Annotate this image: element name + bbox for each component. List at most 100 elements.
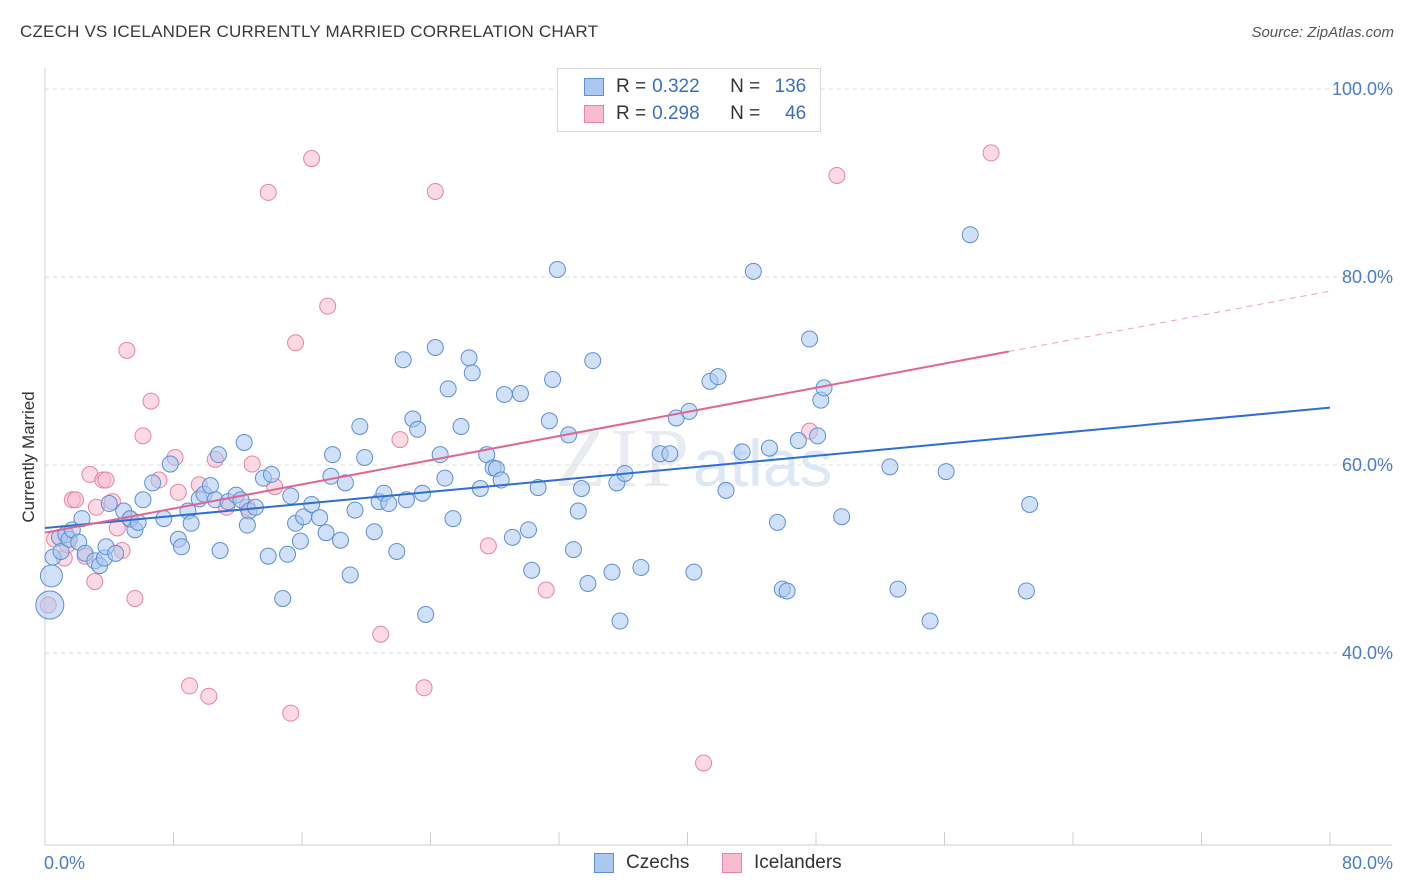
- czechs-point: [259, 547, 277, 565]
- icelanders-point: [287, 334, 305, 352]
- czechs-point: [460, 349, 478, 367]
- icelanders-point: [134, 427, 152, 445]
- legend-r-value: 0.298: [652, 103, 700, 124]
- czechs-point: [182, 514, 200, 532]
- czechs-point: [801, 330, 819, 348]
- y-tick-label: 100.0%: [1332, 79, 1393, 99]
- czechs-point: [388, 542, 406, 560]
- icelanders-points: [39, 144, 1000, 772]
- czechs-point: [768, 513, 786, 531]
- icelanders-point: [537, 581, 555, 599]
- icelanders-point: [243, 455, 261, 473]
- czechs-point: [100, 495, 118, 513]
- czechs-point: [279, 545, 297, 563]
- legend-n-value: 136: [774, 76, 807, 97]
- czechs-point: [584, 352, 602, 370]
- legend-n-label: N =: [730, 103, 761, 124]
- icelanders-point: [695, 754, 713, 772]
- icelanders-point: [67, 491, 85, 509]
- czechs-point: [322, 467, 340, 485]
- source-attribution: Source: ZipAtlas.com: [1251, 24, 1394, 41]
- czechs-point: [452, 417, 470, 435]
- czechs-point: [35, 590, 65, 620]
- czechs-point: [519, 521, 537, 539]
- czechs-point: [341, 566, 359, 584]
- czechs-point: [173, 538, 191, 556]
- czechs-swatch: [584, 78, 604, 96]
- czechs-trend-line: [44, 406, 1331, 529]
- czechs-point: [760, 439, 778, 457]
- czechs-point: [937, 463, 955, 481]
- czechs-point: [503, 528, 521, 546]
- czechs-point: [317, 524, 335, 542]
- tick-labels: 100.0% 80.0% 60.0% 40.0% 0.0% 80.0%: [44, 79, 1393, 873]
- icelanders-swatch: [584, 105, 604, 123]
- czechs-point: [778, 582, 796, 600]
- icelanders-point: [97, 471, 115, 489]
- icelanders-point: [426, 182, 444, 200]
- czechs-point: [463, 364, 481, 382]
- chart-title: CZECH VS ICELANDER CURRENTLY MARRIED COR…: [20, 22, 599, 41]
- czechs-point: [134, 491, 152, 509]
- czechs-point: [211, 542, 229, 560]
- czechs-point: [1021, 495, 1039, 513]
- czechs-point: [603, 563, 621, 581]
- icelanders-trend-extension: [1008, 290, 1331, 352]
- czechs-point: [611, 612, 629, 630]
- czechs-point: [744, 262, 762, 280]
- czechs-point: [291, 532, 309, 550]
- czechs-point: [523, 561, 541, 579]
- czechs-point: [409, 420, 427, 438]
- czechs-point: [709, 368, 727, 386]
- icelanders-legend-swatch: [722, 853, 742, 873]
- legend-n-label: N =: [730, 76, 761, 97]
- legend-n-value: 46: [785, 103, 807, 124]
- axes: [44, 68, 1392, 846]
- czechs-point: [426, 339, 444, 356]
- czechs-point: [436, 469, 454, 487]
- czechs-point: [439, 380, 457, 398]
- czechs-point: [1017, 582, 1035, 600]
- legend-r-label: R =: [616, 76, 647, 97]
- czechs-point: [238, 516, 256, 534]
- czechs-point: [351, 417, 369, 435]
- czechs-point: [346, 501, 364, 519]
- icelanders-point: [200, 687, 218, 705]
- czechs-point: [961, 226, 979, 244]
- czechs-point: [661, 445, 679, 463]
- czechs-point: [544, 370, 562, 388]
- y-tick-label: 40.0%: [1342, 643, 1393, 663]
- icelanders-point: [479, 537, 497, 555]
- icelanders-point: [142, 392, 160, 410]
- czechs-point: [540, 412, 558, 430]
- y-tick-label: 60.0%: [1342, 455, 1393, 475]
- czechs-point: [789, 432, 807, 450]
- series-legend: Czechs Icelanders: [0, 852, 1406, 878]
- icelanders-legend-label: Icelanders: [754, 852, 842, 873]
- czechs-point: [311, 509, 329, 527]
- correlation-legend: R = 0.322 N = 136 R = 0.298 N = 46: [557, 68, 821, 132]
- czechs-point: [332, 531, 350, 549]
- czechs-point: [417, 605, 435, 623]
- czechs-point: [52, 542, 70, 560]
- czechs-point: [809, 427, 827, 445]
- icelanders-point: [118, 341, 136, 359]
- y-axis-label: Currently Married: [19, 391, 38, 522]
- icelanders-point: [282, 704, 300, 722]
- icelanders-point: [303, 150, 321, 168]
- czechs-point: [733, 443, 751, 461]
- legend-item-icelanders[interactable]: Icelanders: [722, 852, 842, 874]
- icelanders-trend-line: [44, 350, 1009, 534]
- x-tick-label: 0.0%: [44, 853, 85, 873]
- czechs-point: [235, 433, 253, 451]
- legend-item-czechs[interactable]: Czechs: [594, 852, 689, 874]
- icelanders-point: [982, 144, 1000, 162]
- legend-r-label: R =: [616, 103, 647, 124]
- czechs-point: [336, 474, 354, 492]
- czechs-point: [397, 491, 415, 509]
- czechs-point: [155, 510, 173, 528]
- legend-row-czechs: R = 0.322 N = 136: [584, 76, 806, 98]
- czechs-point: [161, 455, 179, 473]
- x-tick-label: 80.0%: [1342, 853, 1393, 873]
